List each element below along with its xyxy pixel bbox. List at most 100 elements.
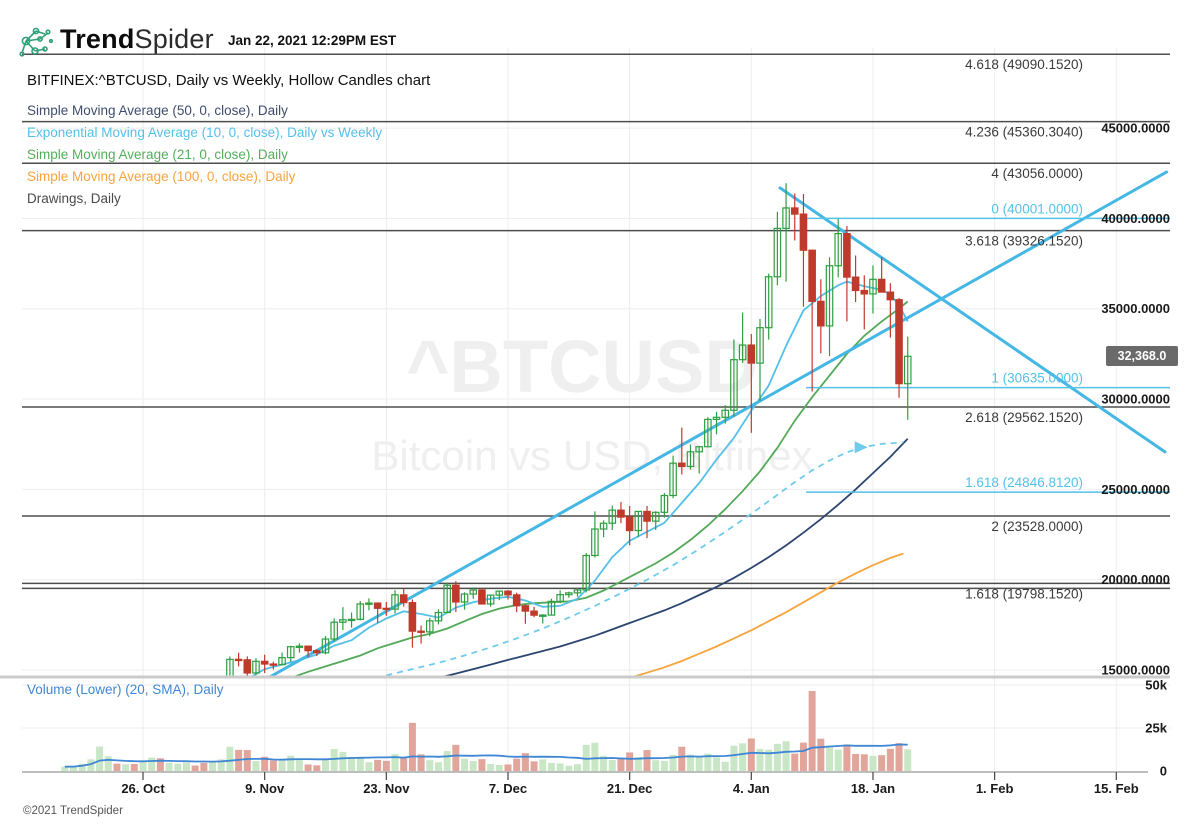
- volume-bar[interactable]: [313, 765, 321, 771]
- candle-body[interactable]: [877, 278, 886, 293]
- volume-bar[interactable]: [808, 691, 816, 771]
- volume-bar[interactable]: [747, 738, 755, 771]
- candle-body[interactable]: [478, 589, 486, 605]
- volume-bar[interactable]: [539, 759, 547, 771]
- candle-body[interactable]: [96, 710, 102, 726]
- volume-bar[interactable]: [356, 757, 364, 771]
- volume-bar[interactable]: [348, 756, 356, 771]
- candle-body[interactable]: [321, 638, 330, 654]
- volume-bar[interactable]: [478, 759, 486, 771]
- candles[interactable]: [62, 183, 912, 737]
- candle-body[interactable]: [843, 232, 851, 278]
- volume-bar[interactable]: [426, 760, 434, 771]
- volume-bar[interactable]: [382, 760, 390, 771]
- candle-body[interactable]: [417, 630, 425, 633]
- volume-bar[interactable]: [148, 757, 156, 771]
- volume-bar[interactable]: [600, 755, 608, 771]
- volume-bar[interactable]: [322, 758, 329, 771]
- volume-bar[interactable]: [495, 764, 503, 771]
- volume-bar[interactable]: [869, 755, 877, 771]
- volume-bar[interactable]: [156, 758, 164, 771]
- volume-bar[interactable]: [374, 759, 382, 771]
- volume-bar[interactable]: [261, 756, 269, 771]
- candle-body[interactable]: [817, 300, 825, 327]
- trendline-drawings[interactable]: [268, 170, 1169, 678]
- volume-bar[interactable]: [61, 766, 69, 771]
- volume-bar[interactable]: [799, 742, 807, 771]
- volume-bar[interactable]: [174, 763, 182, 771]
- brand-wordmark[interactable]: TrendSpider: [60, 24, 214, 55]
- candle-body[interactable]: [547, 600, 556, 616]
- candle-body[interactable]: [105, 706, 111, 709]
- candle-body[interactable]: [408, 602, 417, 632]
- volume-bar[interactable]: [434, 762, 442, 771]
- candle-body[interactable]: [756, 327, 764, 364]
- candle-body[interactable]: [504, 590, 512, 596]
- candle-body[interactable]: [278, 657, 286, 666]
- candle-body[interactable]: [808, 249, 816, 302]
- candle-body[interactable]: [869, 278, 877, 295]
- candle-body[interactable]: [339, 619, 347, 623]
- volume-bar[interactable]: [96, 746, 104, 771]
- volume-bar[interactable]: [878, 755, 886, 771]
- candle-body[interactable]: [651, 511, 660, 522]
- candle-body[interactable]: [582, 554, 591, 591]
- candle-body[interactable]: [269, 663, 278, 666]
- legend-item[interactable]: Simple Moving Average (100, 0, close), D…: [27, 169, 296, 184]
- volume-bar[interactable]: [104, 756, 112, 771]
- candle-body[interactable]: [895, 299, 903, 385]
- volume-bar[interactable]: [78, 763, 86, 771]
- volume-bar[interactable]: [782, 741, 790, 771]
- volume-bar[interactable]: [773, 743, 781, 771]
- candle-body[interactable]: [495, 590, 504, 596]
- candle-body[interactable]: [643, 510, 651, 522]
- candle-body[interactable]: [738, 344, 747, 361]
- volume-bar[interactable]: [626, 752, 634, 771]
- volume-bar[interactable]: [365, 762, 373, 771]
- candle-body[interactable]: [425, 620, 434, 633]
- candle-body[interactable]: [695, 446, 703, 453]
- candle-body[interactable]: [131, 704, 137, 706]
- volume-bar[interactable]: [660, 760, 668, 771]
- candle-body[interactable]: [452, 584, 460, 603]
- legend-item[interactable]: Simple Moving Average (21, 0, close), Da…: [27, 147, 288, 162]
- candle-body[interactable]: [469, 589, 478, 595]
- volume-bar[interactable]: [278, 760, 286, 771]
- volume-bar[interactable]: [269, 760, 277, 771]
- candle-body[interactable]: [226, 658, 234, 685]
- volume-bar[interactable]: [461, 758, 469, 771]
- volume-pane[interactable]: [61, 691, 912, 772]
- volume-bar[interactable]: [834, 749, 842, 772]
- candle-body[interactable]: [790, 207, 799, 215]
- candle-body[interactable]: [538, 614, 547, 617]
- volume-bar[interactable]: [287, 755, 295, 771]
- candle-body[interactable]: [730, 359, 738, 411]
- volume-bar[interactable]: [513, 758, 521, 771]
- candle-body[interactable]: [617, 509, 625, 518]
- volume-bar[interactable]: [713, 757, 721, 771]
- volume-bar[interactable]: [304, 764, 312, 771]
- candle-body[interactable]: [234, 658, 243, 662]
- candle-body[interactable]: [114, 706, 120, 707]
- candle-body[interactable]: [704, 418, 712, 448]
- candle-body[interactable]: [260, 660, 269, 665]
- candle-body[interactable]: [903, 355, 912, 385]
- candle-body[interactable]: [122, 704, 128, 707]
- candle-body[interactable]: [391, 594, 399, 610]
- candle-body[interactable]: [62, 736, 68, 737]
- volume-bar[interactable]: [669, 755, 677, 771]
- volume-bar[interactable]: [530, 761, 538, 771]
- candle-body[interactable]: [565, 592, 573, 596]
- candle-body[interactable]: [556, 594, 564, 602]
- candle-body[interactable]: [834, 232, 843, 267]
- volume-bar[interactable]: [469, 761, 477, 771]
- volume-bar[interactable]: [904, 749, 912, 771]
- volume-bar[interactable]: [408, 722, 416, 771]
- candle-body[interactable]: [825, 265, 834, 327]
- volume-bar[interactable]: [843, 744, 851, 771]
- volume-bar[interactable]: [165, 762, 173, 771]
- volume-bar[interactable]: [643, 750, 651, 771]
- candle-body[interactable]: [286, 646, 295, 659]
- candle-body[interactable]: [573, 589, 582, 594]
- candle-body[interactable]: [686, 451, 695, 468]
